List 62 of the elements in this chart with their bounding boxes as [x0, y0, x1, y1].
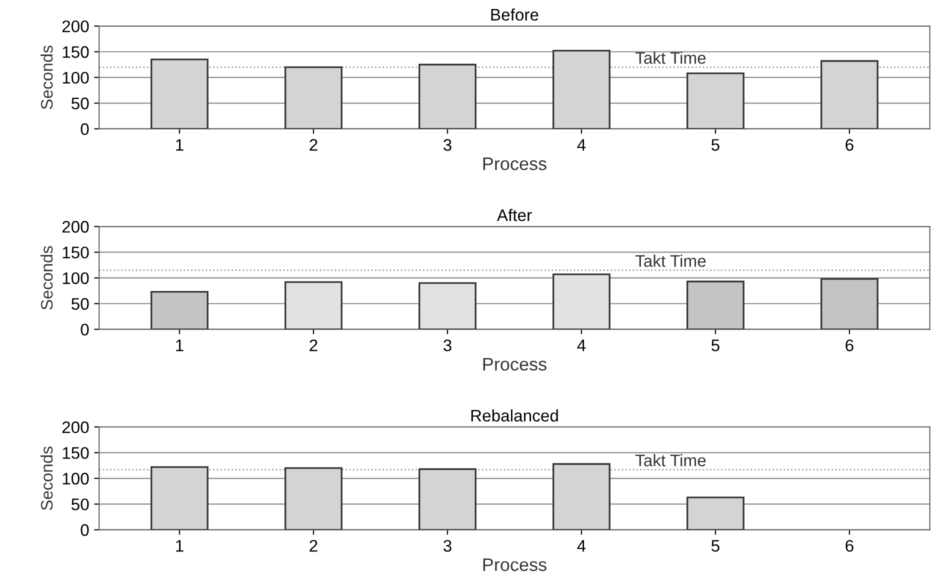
x-axis-title: Process: [483, 558, 546, 572]
x-tick-label: 3: [443, 339, 452, 352]
x-tick-label: 4: [577, 340, 586, 352]
bar: [150, 466, 208, 530]
y-tick-label: 100: [62, 272, 89, 284]
bar: [820, 60, 878, 129]
y-tick-label: 100: [62, 72, 89, 84]
chart-title: Before: [491, 8, 538, 21]
x-tick-label: 4: [577, 139, 586, 151]
x-tick-label: 2: [310, 139, 318, 151]
x-tick-label: 3: [443, 139, 452, 151]
bar: [418, 64, 476, 129]
x-tick-label: 6: [846, 139, 854, 151]
bar: [150, 290, 208, 330]
bar: [820, 278, 878, 330]
y-tick-label: 200: [62, 421, 89, 434]
y-axis-title: Seconds: [40, 446, 53, 510]
bar: [686, 72, 744, 129]
bar: [686, 496, 744, 530]
y-tick-label: 200: [62, 20, 89, 32]
y-tick-label: 0: [80, 123, 89, 136]
x-axis-title: Process: [483, 358, 546, 371]
x-tick-label: 3: [443, 540, 452, 552]
bar: [552, 463, 610, 530]
y-tick-label: 0: [80, 524, 89, 536]
x-tick-label: 6: [846, 339, 854, 352]
y-tick-label: 150: [62, 447, 89, 459]
y-tick-label: 50: [72, 298, 89, 310]
x-tick-label: 2: [310, 540, 318, 552]
x-tick-label: 5: [711, 540, 720, 552]
bar: [284, 281, 342, 330]
bar: [552, 50, 610, 129]
y-axis-title: Seconds: [40, 246, 53, 310]
bar: [284, 66, 342, 129]
ref-line-label: Takt Time: [635, 52, 706, 64]
x-tick-label: 4: [577, 540, 586, 552]
chart-title: Rebalanced: [471, 409, 558, 422]
x-tick-label: 1: [176, 139, 184, 151]
bar: [418, 282, 476, 330]
bar: [284, 467, 342, 530]
x-tick-label: 6: [846, 540, 854, 552]
x-axis-title: Process: [483, 158, 546, 170]
bar: [686, 280, 744, 330]
ref-line-label: Takt Time: [635, 254, 706, 267]
y-tick-label: 0: [80, 324, 89, 336]
y-tick-label: 100: [62, 472, 89, 485]
x-tick-label: 1: [176, 340, 184, 352]
y-tick-label: 50: [72, 98, 89, 110]
bar: [552, 273, 610, 330]
x-tick-label: 2: [310, 339, 318, 352]
ref-line-label: Takt Time: [635, 454, 706, 466]
y-tick-label: 50: [72, 498, 89, 510]
y-tick-label: 200: [62, 220, 89, 233]
y-tick-label: 150: [62, 46, 89, 58]
chart-title: After: [496, 208, 532, 222]
y-tick-label: 150: [62, 246, 89, 258]
x-tick-label: 5: [711, 139, 720, 151]
x-tick-label: 1: [176, 540, 184, 552]
bar: [418, 468, 476, 530]
y-axis-title: Seconds: [40, 46, 53, 110]
x-tick-label: 5: [711, 340, 720, 352]
bar: [150, 58, 208, 129]
